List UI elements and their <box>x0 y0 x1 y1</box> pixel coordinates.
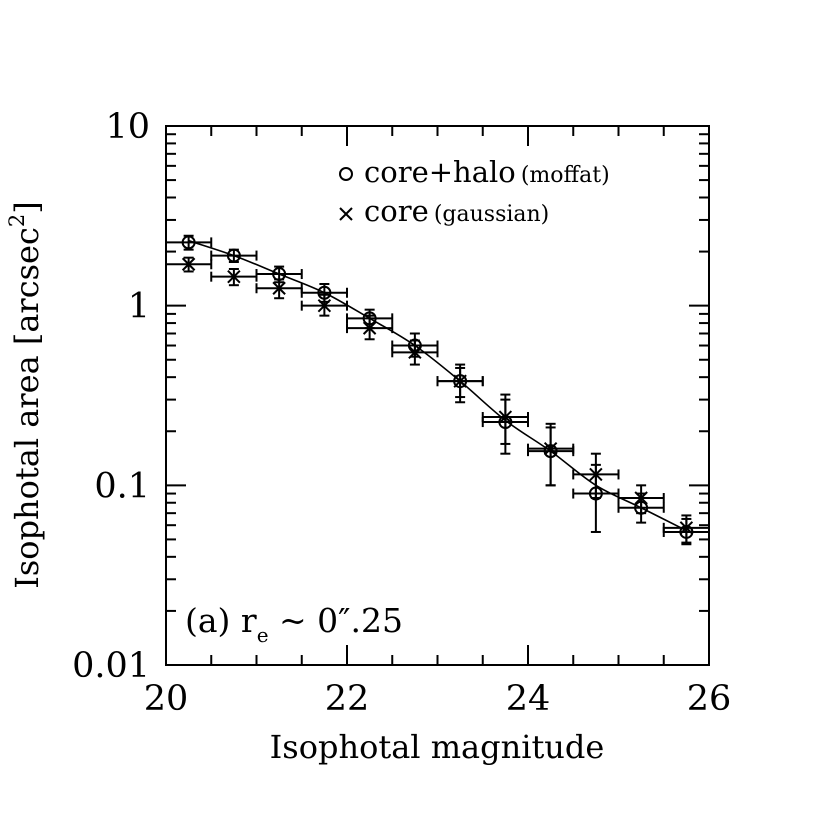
annotation-re: (a) re ~ 0″.25 <box>185 601 403 647</box>
cross-marker <box>453 374 467 388</box>
cross-marker <box>181 257 196 271</box>
y-tick-label: 1 <box>128 287 150 327</box>
y-axis-title-main: Isophotal area [arcsec <box>8 227 46 589</box>
cross-data-point <box>572 452 620 500</box>
cross-data-point <box>300 293 348 317</box>
x-tick-label: 22 <box>325 679 370 719</box>
legend-label-core-halo-main: core+halo <box>364 155 516 189</box>
y-tick-label: 0.1 <box>94 466 150 506</box>
y-tick-label: 0.01 <box>72 646 150 686</box>
annotation-suffix: ~ 0″.25 <box>269 601 403 640</box>
cross-marker <box>317 298 332 313</box>
circle-data-point <box>165 234 213 251</box>
legend-label-core-halo-note: (moffat) <box>521 163 610 188</box>
circle-data-point <box>210 248 258 264</box>
legend-cross-marker <box>339 207 353 221</box>
cross-marker <box>679 521 694 535</box>
x-tick-label: 26 <box>687 679 732 719</box>
fit-curve-layer <box>188 239 687 532</box>
cross-data-point <box>210 267 258 287</box>
annotation-subscript: e <box>257 623 269 647</box>
cross-data-point <box>255 278 303 300</box>
legend: core+halo (moffat) core (gaussian) <box>339 155 610 228</box>
circle-marker <box>226 248 241 263</box>
y-tick-label: 10 <box>105 107 150 147</box>
cross-marker <box>498 410 513 424</box>
legend-circle-marker <box>339 167 353 181</box>
circle-marker <box>181 235 196 250</box>
cross-marker <box>272 281 286 295</box>
y-axis-title-close: ] <box>8 201 46 213</box>
x-tick-label: 20 <box>144 679 189 719</box>
legend-label-core: core (gaussian) <box>364 194 549 228</box>
cross-data-point <box>617 484 665 515</box>
legend-label-core-halo: core+halo (moffat) <box>364 155 610 189</box>
tick-labels: 20 22 24 26 0.01 0.1 1 10 <box>72 107 731 719</box>
fit-curve <box>188 239 687 532</box>
y-axis-title: Isophotal area [arcsec2] <box>5 201 46 589</box>
y-axis-title-group: Isophotal area [arcsec2] <box>5 201 46 589</box>
cross-data-point <box>436 366 484 404</box>
cross-marker <box>543 441 558 456</box>
cross-data-point <box>527 426 575 487</box>
x-tick-label: 24 <box>506 679 551 719</box>
data-points-layer <box>165 234 710 546</box>
cross-marker <box>634 491 648 505</box>
cross-data-point <box>165 256 213 273</box>
cross-marker <box>227 269 241 284</box>
annotation-prefix: (a) r <box>185 601 257 640</box>
x-axis-title: Isophotal magnitude <box>270 728 605 766</box>
legend-label-core-main: core <box>364 194 429 228</box>
cross-data-point <box>662 514 710 544</box>
axis-ticks <box>165 125 710 666</box>
cross-data-point <box>481 398 529 445</box>
cross-data-point <box>346 314 394 341</box>
y-axis-title-sup: 2 <box>5 214 29 227</box>
cross-marker <box>589 467 603 482</box>
cross-marker <box>408 345 422 360</box>
legend-label-core-note: (gaussian) <box>434 202 549 227</box>
cross-data-point <box>391 339 439 366</box>
cross-marker <box>362 321 377 335</box>
